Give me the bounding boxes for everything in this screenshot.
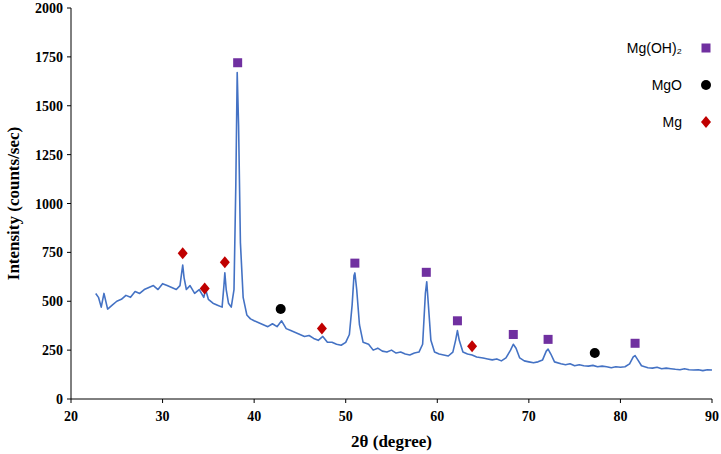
x-tick-label: 30	[156, 409, 170, 424]
legend-swatch	[701, 80, 711, 90]
phase-marker	[350, 259, 359, 268]
phase-marker	[233, 58, 242, 67]
chart-root: 0 250 500 750 1000 1250 1500 1750 2000 20 30 40 50 60…	[0, 0, 721, 454]
y-tick-label: 2000	[35, 1, 63, 16]
y-tick	[67, 399, 71, 400]
x-tick-label: 50	[339, 409, 353, 424]
legend-swatch	[701, 116, 711, 128]
x-tick-label: 80	[613, 409, 627, 424]
phase-marker	[276, 304, 286, 314]
x-tick	[528, 399, 529, 403]
phase-marker	[178, 247, 188, 259]
phase-marker	[422, 268, 431, 277]
y-tick	[67, 252, 71, 253]
y-tick-label: 1000	[35, 197, 63, 212]
x-axis-title: 2θ (degree)	[351, 432, 432, 451]
y-tick	[67, 203, 71, 204]
phase-marker	[200, 283, 210, 295]
x-tick	[712, 399, 713, 403]
pattern-line	[96, 73, 712, 371]
y-tick	[67, 105, 71, 106]
legend: Mg(OH)₂ MgO Mg	[627, 40, 711, 130]
phase-marker	[453, 316, 462, 325]
y-tick-label: 500	[42, 294, 63, 309]
y-tick-label: 1750	[35, 50, 63, 65]
y-tick	[67, 154, 71, 155]
y-tick-label: 1500	[35, 99, 63, 114]
y-tick-label: 750	[42, 245, 63, 260]
x-tick	[162, 399, 163, 403]
phase-marker	[220, 256, 230, 268]
legend-swatch	[702, 44, 711, 53]
plot-marks	[96, 58, 712, 370]
x-tick	[254, 399, 255, 403]
chart: 0 250 500 750 1000 1250 1500 1750 2000 20 30 40 50 60…	[0, 0, 721, 454]
y-tick-label: 1250	[35, 148, 63, 163]
legend-label: Mg	[663, 114, 682, 130]
y-axis-title: Intensity (counts/sec)	[4, 127, 23, 280]
y-tick-label: 250	[42, 343, 63, 358]
x-tick-label: 20	[64, 409, 78, 424]
phase-marker	[317, 323, 327, 335]
y-tick-label: 0	[56, 392, 63, 407]
phase-marker	[544, 335, 553, 344]
legend-label: Mg(OH)₂	[627, 40, 682, 56]
legend-label: MgO	[652, 77, 682, 93]
x-tick	[437, 399, 438, 403]
y-tick	[67, 56, 71, 57]
background	[0, 0, 721, 454]
x-axis-line	[71, 399, 712, 400]
y-tick	[67, 8, 71, 9]
phase-marker	[467, 340, 477, 352]
y-tick	[67, 350, 71, 351]
x-tick-label: 40	[247, 409, 261, 424]
phase-marker	[631, 339, 640, 348]
y-tick	[67, 301, 71, 302]
x-tick	[345, 399, 346, 403]
x-tick	[620, 399, 621, 403]
x-tick-label: 90	[705, 409, 719, 424]
x-tick-label: 70	[522, 409, 536, 424]
x-tick-label: 60	[430, 409, 444, 424]
phase-marker	[509, 330, 518, 339]
x-tick	[71, 399, 72, 403]
phase-marker	[590, 348, 600, 358]
